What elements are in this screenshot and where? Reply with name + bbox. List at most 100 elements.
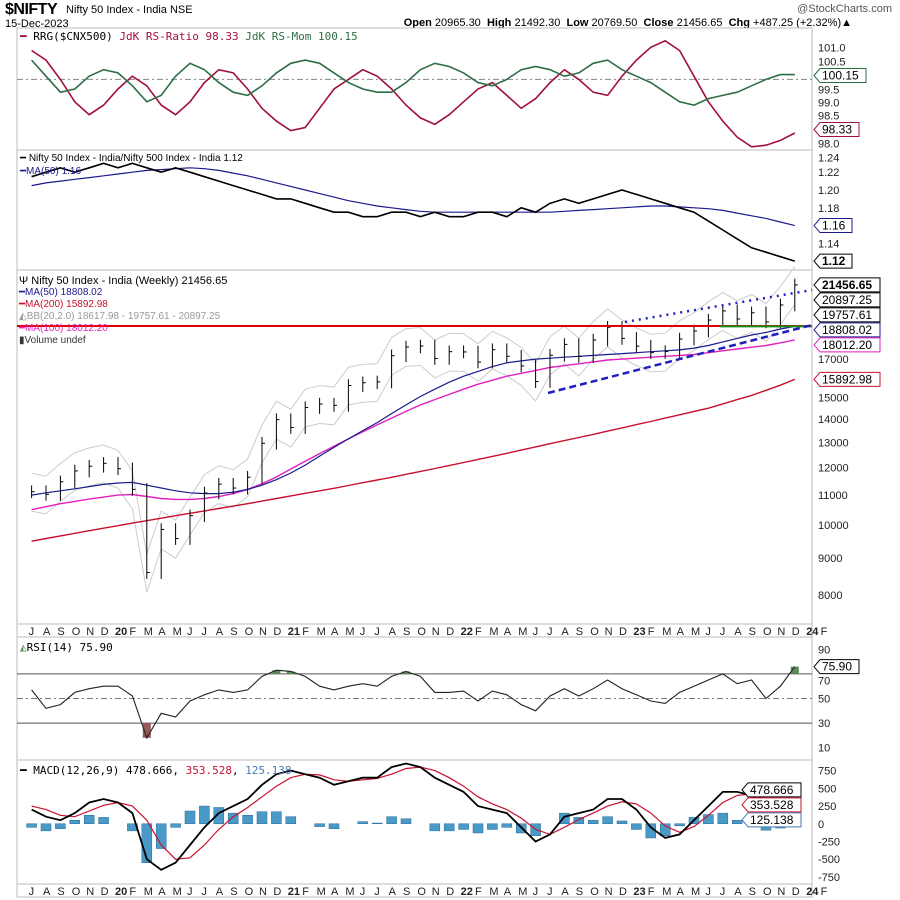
x-tick-label: D bbox=[273, 886, 281, 898]
price-y-tick: 11000 bbox=[818, 490, 848, 502]
x-tick-label: A bbox=[561, 626, 569, 638]
price-badge: 15892.98 bbox=[822, 372, 872, 386]
x-tick-label: M bbox=[144, 626, 153, 638]
x-tick-label: A bbox=[43, 886, 51, 898]
high-value: 21492.30 bbox=[514, 17, 561, 29]
x-tick-label: D bbox=[101, 886, 109, 898]
x-tick-label: J bbox=[187, 626, 193, 638]
macd-y-tick: 750 bbox=[818, 766, 836, 778]
rs-ratio-badge-box bbox=[813, 122, 860, 137]
x-tick-label: J bbox=[374, 886, 380, 898]
x-tick-label: 21 bbox=[288, 626, 300, 638]
x-tick-label: J bbox=[705, 886, 711, 898]
x-tick-label: J bbox=[201, 626, 207, 638]
ratio-badge-box bbox=[813, 253, 853, 269]
open-label: Open bbox=[403, 17, 432, 29]
x-tick-label: O bbox=[72, 886, 81, 898]
price-y-tick: 10000 bbox=[818, 520, 849, 532]
x-tick-label: S bbox=[230, 626, 237, 638]
x-tick-label: F bbox=[648, 886, 655, 898]
x-tick-label: J bbox=[360, 626, 366, 638]
macd-y-tick: 0 bbox=[818, 819, 824, 831]
price-y-tick: 13000 bbox=[818, 438, 849, 450]
price-badge: 18808.02 bbox=[822, 323, 872, 337]
macd-y-tick: 500 bbox=[818, 783, 836, 795]
x-tick-label: S bbox=[57, 886, 64, 898]
volume-icon: ▮ bbox=[19, 335, 25, 346]
x-tick-label: A bbox=[504, 886, 512, 898]
x-tick-label: F bbox=[648, 626, 655, 638]
rs-ratio-badge: 98.33 bbox=[822, 123, 852, 137]
x-tick-label: N bbox=[777, 626, 785, 638]
rrg-y-tick: 98.0 bbox=[818, 139, 839, 151]
macd-histogram-bar bbox=[314, 823, 325, 827]
x-tick-label: F bbox=[302, 886, 309, 898]
x-tick-label: M bbox=[662, 886, 671, 898]
x-tick-label: 23 bbox=[633, 626, 645, 638]
x-tick-label: O bbox=[245, 626, 254, 638]
legend-swatch: ━ bbox=[19, 287, 26, 298]
ratio-y-tick: 1.20 bbox=[818, 185, 839, 197]
macd-histogram-bar bbox=[559, 812, 570, 825]
relative-ratio-line bbox=[31, 162, 796, 262]
legend-swatch: ━ bbox=[19, 299, 26, 310]
legend-swatch: ━ bbox=[19, 323, 26, 334]
rrg-legend-prefix: RRG($CNX500) bbox=[33, 30, 113, 43]
rs-ratio-line bbox=[31, 39, 796, 148]
x-tick-label: J bbox=[547, 626, 553, 638]
price-badge-box bbox=[813, 371, 881, 387]
x-tick-label: 23 bbox=[633, 886, 645, 898]
x-tick-label: D bbox=[792, 886, 800, 898]
price-badge: 19757.61 bbox=[822, 308, 872, 322]
x-tick-label: F bbox=[475, 886, 482, 898]
chg-label: Chg bbox=[728, 17, 750, 29]
x-tick-label: J bbox=[533, 886, 539, 898]
x-tick-label: N bbox=[259, 626, 267, 638]
rrg-y-tick: 99.0 bbox=[818, 98, 839, 110]
x-tick-label: J bbox=[29, 626, 34, 638]
x-tick-label: M bbox=[662, 626, 671, 638]
rsi-y-tick: 10 bbox=[818, 743, 830, 755]
macd-histogram-bar bbox=[256, 811, 268, 825]
rsi-y-tick: 90 bbox=[818, 644, 830, 656]
x-tick-label: S bbox=[57, 626, 64, 638]
macd-histogram-bar bbox=[731, 819, 743, 825]
price-y-tick: 15000 bbox=[818, 393, 849, 405]
macd-histogram-bar bbox=[357, 821, 369, 825]
macd-histogram-bar bbox=[328, 823, 340, 829]
x-tick-label: O bbox=[590, 626, 599, 638]
x-tick-label: J bbox=[29, 886, 34, 898]
x-tick-label: D bbox=[273, 626, 281, 638]
x-tick-label: A bbox=[216, 886, 224, 898]
macd-histogram-bar bbox=[429, 823, 441, 832]
x-tick-label: S bbox=[230, 886, 237, 898]
macd-histogram-bar bbox=[199, 805, 210, 825]
x-tick-label: D bbox=[446, 626, 454, 638]
bb-lower-line bbox=[31, 304, 796, 593]
rrg-legend-ratio: JdK RS-Ratio 98.33 bbox=[119, 30, 239, 43]
x-tick-label: 22 bbox=[461, 626, 473, 638]
close-value: 21456.65 bbox=[676, 17, 723, 29]
x-tick-label: A bbox=[677, 886, 685, 898]
macd-histogram-bar bbox=[26, 823, 37, 828]
x-tick-label: 20 bbox=[115, 626, 127, 638]
hist-badge-box bbox=[741, 812, 802, 828]
macd-histogram-bar bbox=[242, 815, 253, 825]
x-tick-label: 24 bbox=[806, 886, 819, 898]
macd-legend: ━ MACD(12,26,9) 478.666, 353.528, 125.13… bbox=[20, 764, 292, 777]
price-legend-icon: Ψ bbox=[19, 275, 29, 287]
macd-histogram-bar bbox=[98, 817, 109, 825]
macd-y-tick: 250 bbox=[818, 801, 836, 813]
legend-ma50: MA(50) 18808.02 bbox=[25, 287, 103, 298]
x-tick-label: N bbox=[432, 886, 440, 898]
legend-ma100: MA(100) 18012.20 bbox=[25, 323, 108, 334]
rsi-y-tick: 30 bbox=[818, 718, 830, 730]
rsi-badge-box bbox=[813, 659, 860, 675]
x-tick-label: S bbox=[576, 886, 583, 898]
x-tick-label: A bbox=[158, 886, 166, 898]
x-tick-label: D bbox=[446, 886, 454, 898]
ma200-line bbox=[31, 378, 796, 542]
chart-date: 15-Dec-2023 bbox=[5, 18, 69, 30]
x-tick-label: A bbox=[216, 626, 224, 638]
x-tick-label: S bbox=[749, 886, 756, 898]
